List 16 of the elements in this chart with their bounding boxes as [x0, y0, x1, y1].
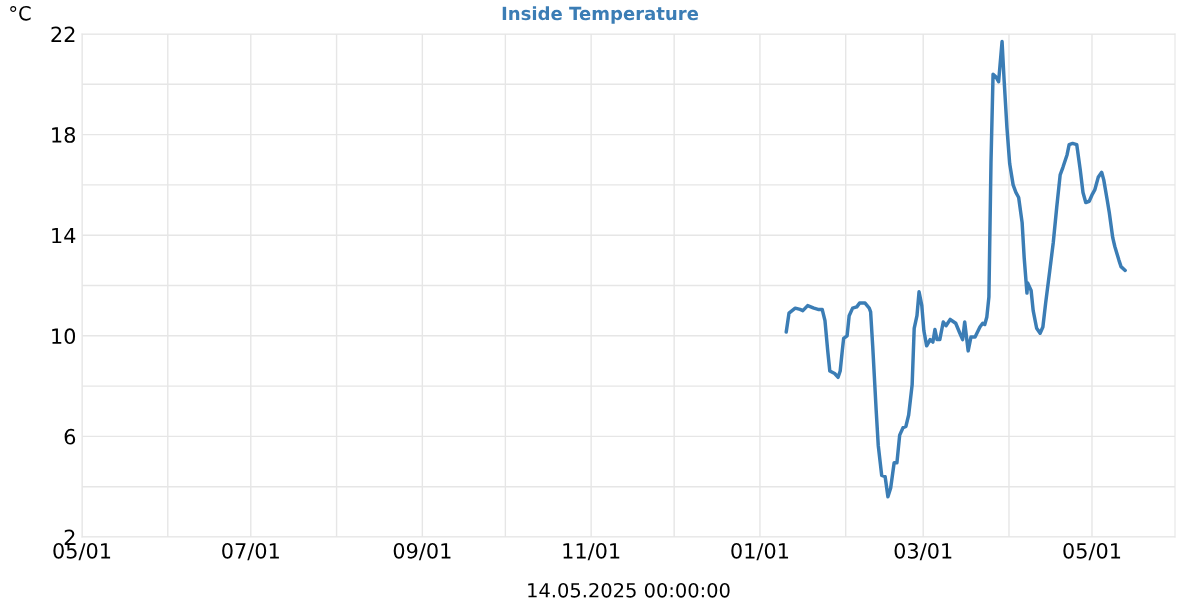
x-tick-label: 09/01 [393, 542, 451, 561]
x-tick-label: 03/01 [894, 542, 952, 561]
x-axis-title: 14.05.2025 00:00:00 [528, 582, 730, 598]
x-tick-label: 11/01 [563, 542, 620, 561]
chart-title: Inside Temperature [502, 6, 699, 24]
y-tick-label: 22 [51, 26, 75, 42]
x-tick-label: 07/01 [222, 542, 279, 561]
y-tick-label: 10 [52, 328, 76, 345]
line-series [784, 39, 1127, 499]
y-tick-label: 18 [52, 127, 76, 143]
y-tick-label: 14 [52, 227, 76, 244]
x-tick-label: 05/01 [1063, 542, 1121, 561]
y-tick-label: 6 [64, 428, 76, 445]
y-axis-title: °C [10, 5, 31, 21]
x-tick-label: 01/01 [731, 542, 789, 561]
x-tick-label: 05/01 [53, 542, 111, 561]
